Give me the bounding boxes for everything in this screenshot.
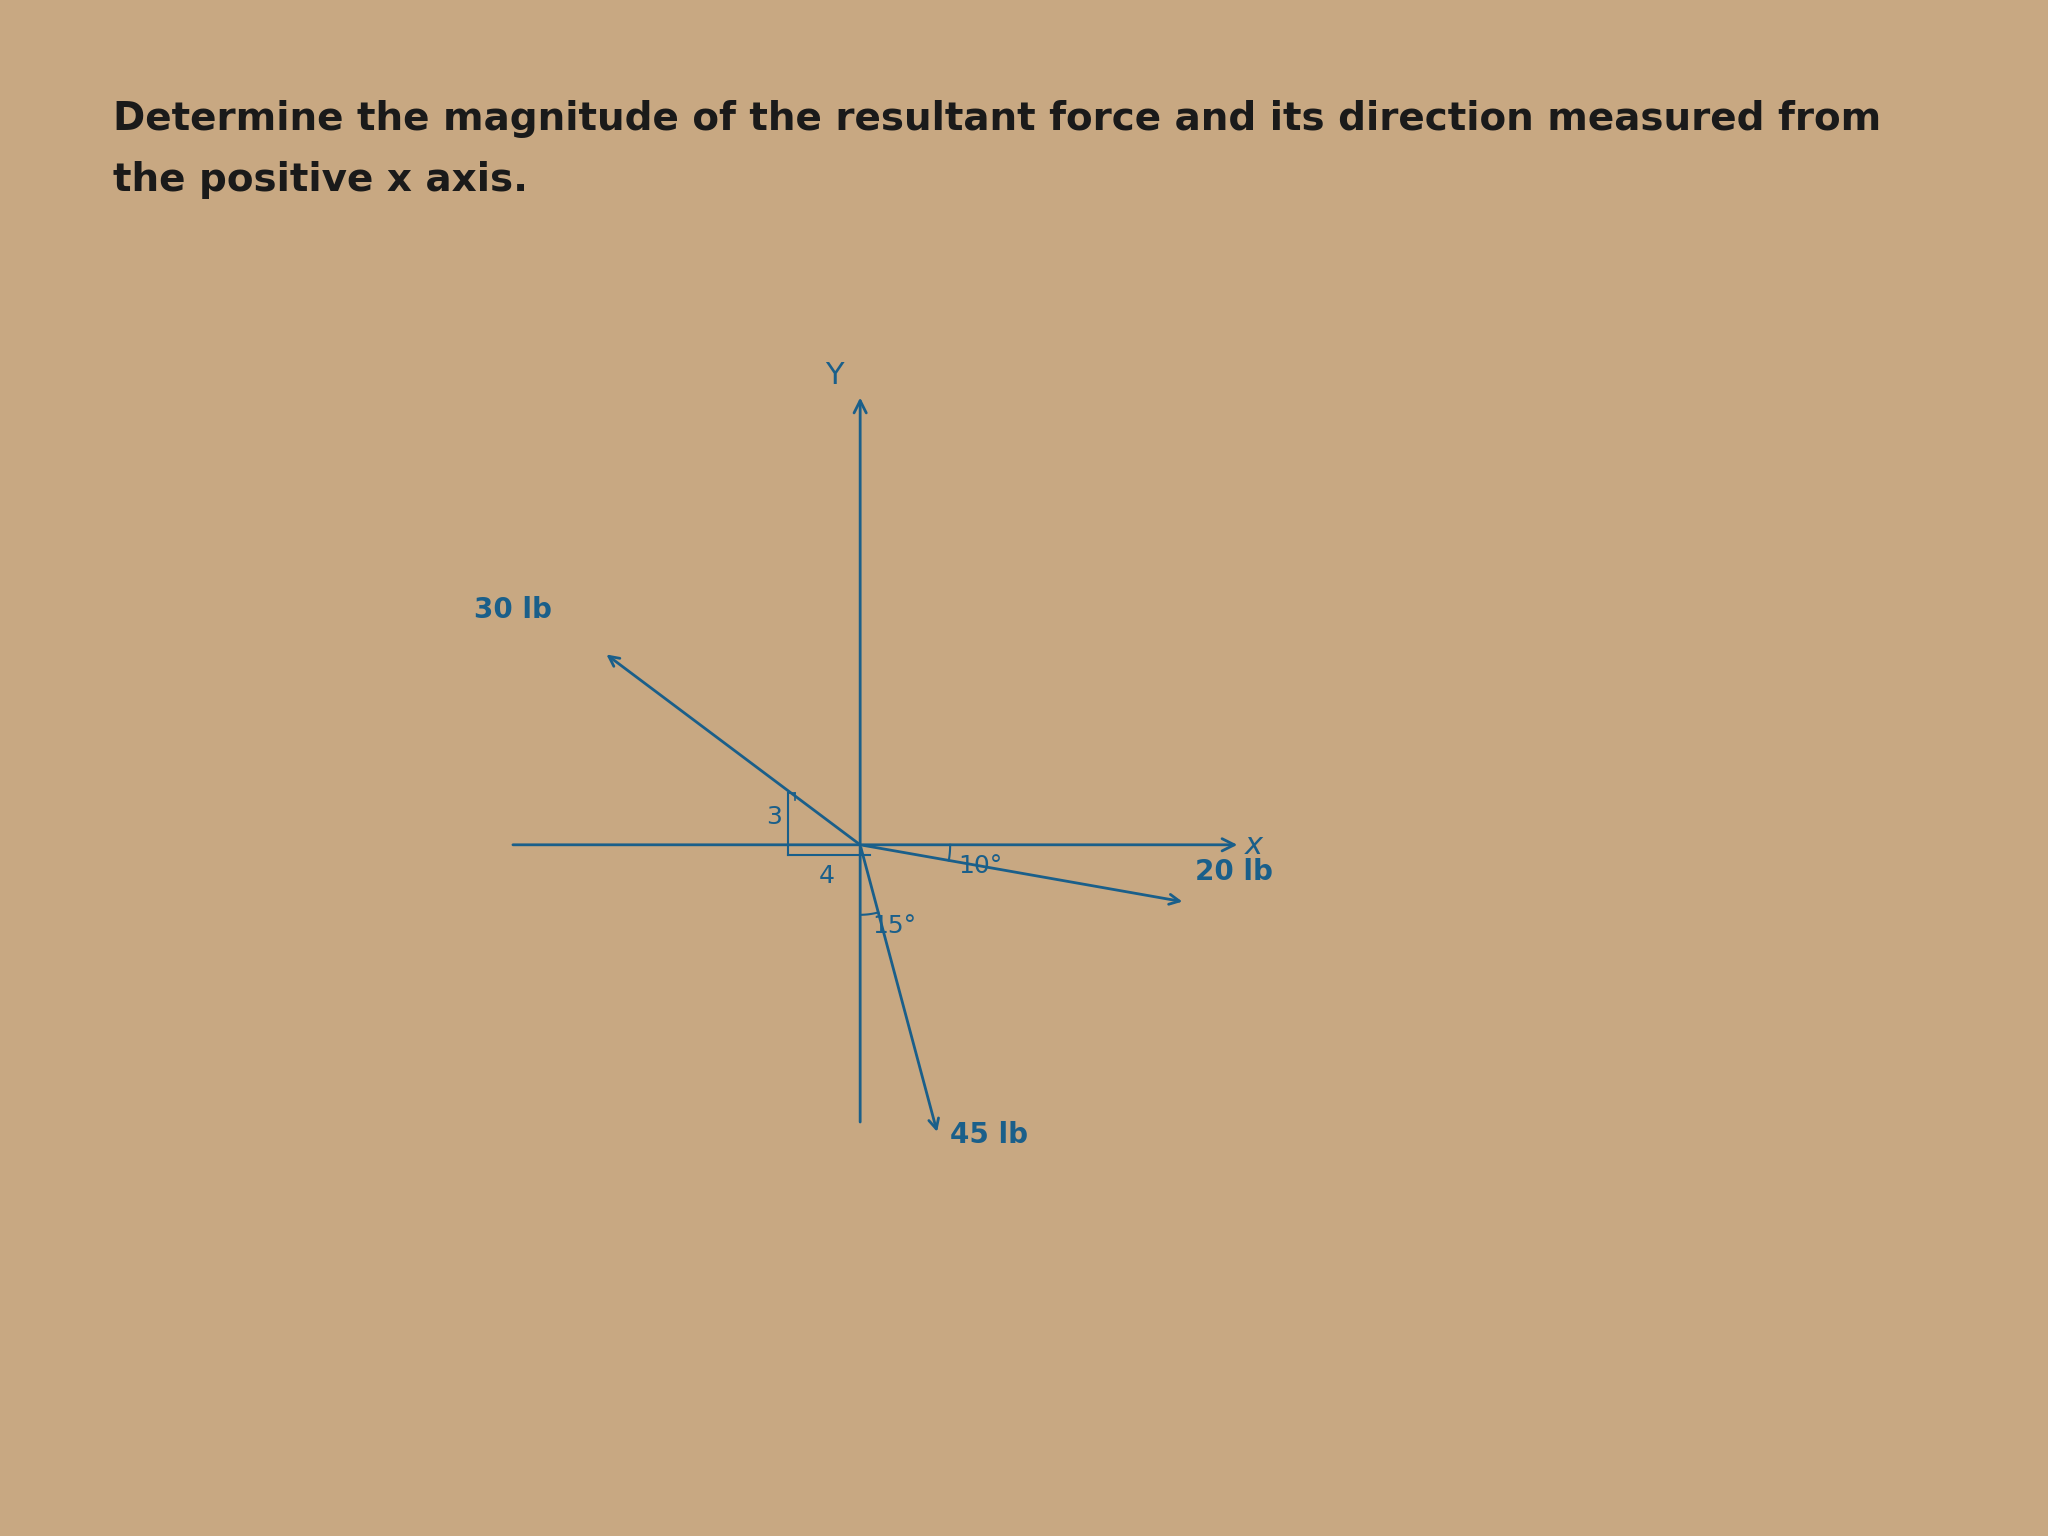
Text: Determine the magnitude of the resultant force and its direction measured from: Determine the magnitude of the resultant…: [113, 100, 1880, 138]
Text: 3: 3: [766, 805, 782, 829]
Text: the positive x axis.: the positive x axis.: [113, 161, 528, 200]
Text: 45 lb: 45 lb: [950, 1121, 1028, 1149]
Text: x: x: [1245, 831, 1264, 860]
Text: 15°: 15°: [872, 914, 915, 938]
Text: 20 lb: 20 lb: [1196, 859, 1274, 886]
Text: 10°: 10°: [958, 854, 1001, 877]
Text: 4: 4: [819, 863, 836, 888]
Text: 30 lb: 30 lb: [475, 596, 553, 624]
Text: Y: Y: [825, 361, 844, 390]
